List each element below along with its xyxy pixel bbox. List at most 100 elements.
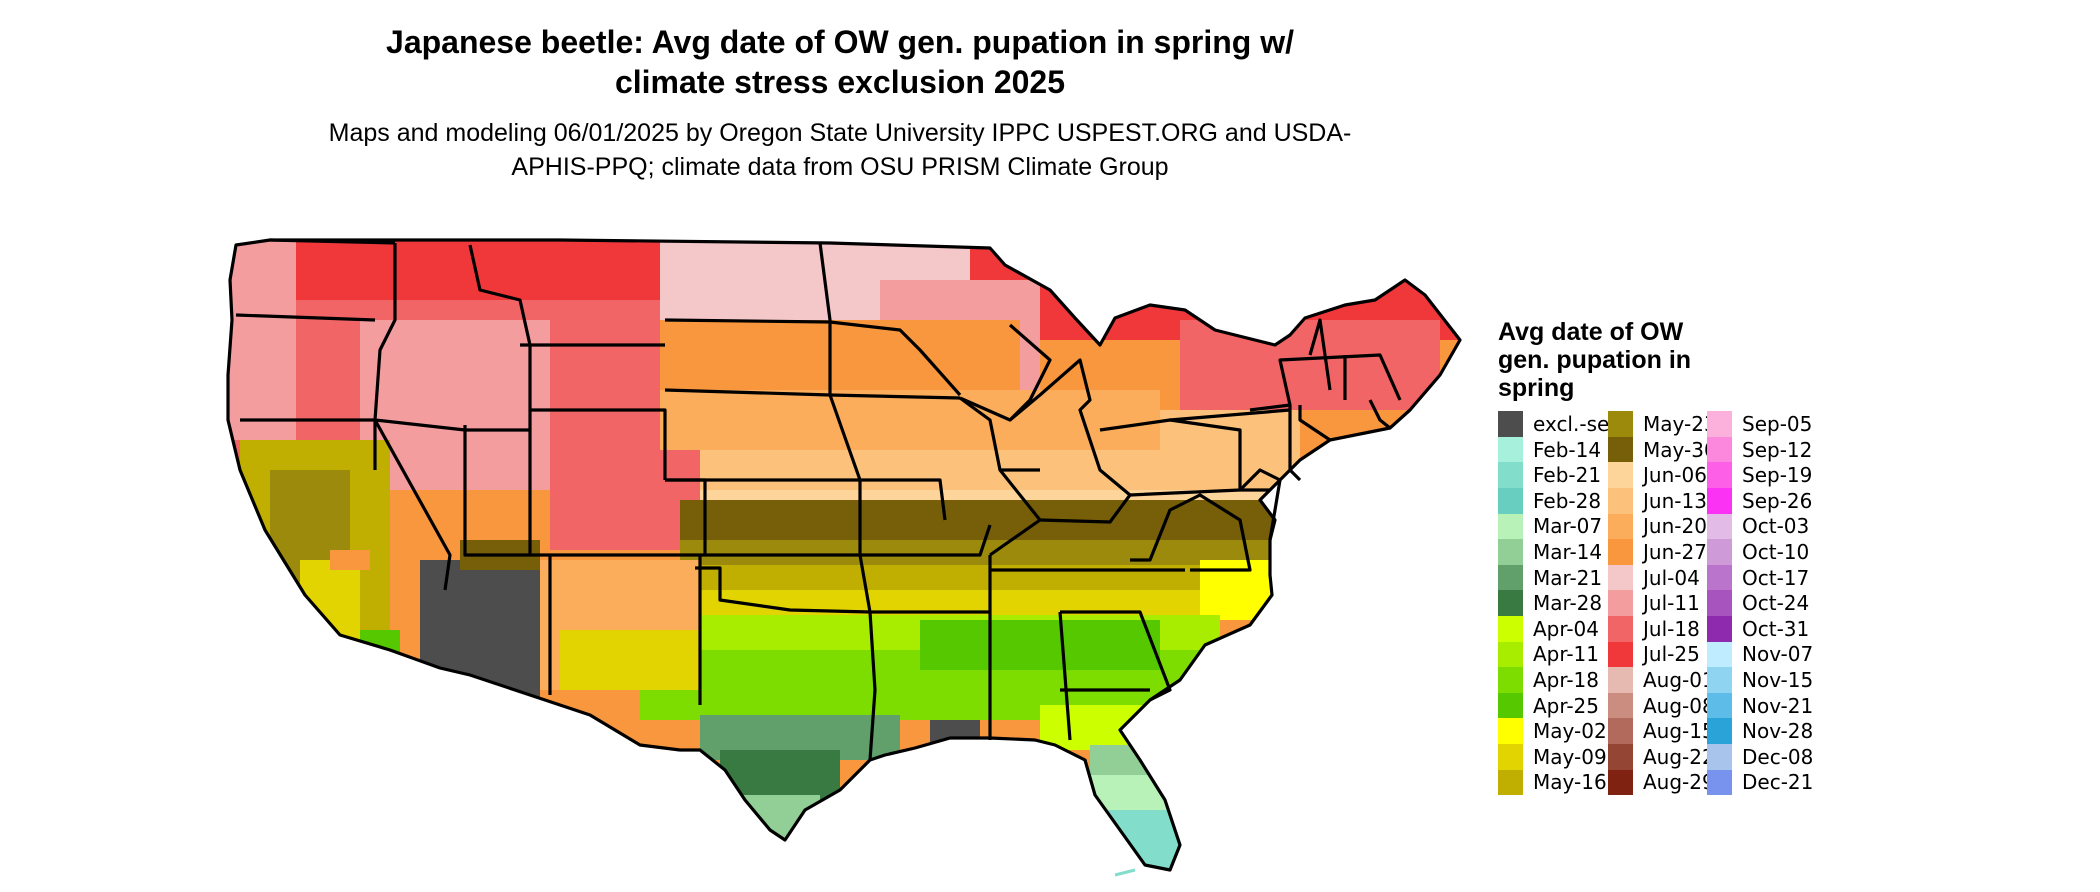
- legend-item: Sep-26: [1707, 488, 1812, 514]
- legend-label: Sep-19: [1742, 463, 1813, 488]
- legend-swatch: [1498, 616, 1523, 642]
- legend-label: Apr-18: [1533, 668, 1599, 692]
- legend-swatch: [1608, 744, 1633, 770]
- legend-label: Apr-04: [1533, 616, 1599, 641]
- legend-label: Nov-07: [1742, 642, 1814, 667]
- legend-swatch: [1707, 411, 1732, 437]
- legend-item: Feb-21: [1498, 462, 1601, 488]
- legend-swatch: [1498, 564, 1523, 591]
- legend-item: Apr-04: [1498, 616, 1599, 642]
- legend-swatch: [1707, 539, 1732, 565]
- legend-swatch: [1707, 564, 1732, 591]
- legend-item: Jul-18: [1608, 616, 1700, 642]
- legend-item: Mar-28: [1498, 590, 1602, 616]
- legend-item: Aug-22: [1608, 744, 1715, 770]
- legend-label: May-09: [1533, 744, 1607, 769]
- legend-swatch: [1608, 692, 1633, 719]
- legend-label: Feb-14: [1533, 437, 1602, 462]
- legend-item: Jun-27: [1608, 539, 1707, 565]
- legend-swatch: [1707, 744, 1732, 770]
- legend-label: Apr-25: [1533, 693, 1599, 718]
- legend-swatch: [1498, 692, 1523, 719]
- legend-swatch: [1707, 769, 1732, 796]
- legend-label: Jul-25: [1643, 642, 1700, 667]
- legend-item: Dec-21: [1707, 769, 1813, 796]
- legend-item: Mar-21: [1498, 564, 1603, 591]
- legend-item: Mar-14: [1498, 539, 1602, 565]
- legend-item: May-23: [1608, 411, 1717, 437]
- legend-swatch: [1608, 667, 1633, 693]
- legend-item: Nov-15: [1707, 667, 1813, 693]
- legend-item: May-16: [1498, 769, 1607, 796]
- title-block: Japanese beetle: Avg date of OW gen. pup…: [230, 22, 1450, 184]
- legend-swatch: [1608, 616, 1633, 642]
- legend-label: Mar-07: [1533, 514, 1603, 539]
- legend-swatch: [1608, 641, 1633, 668]
- legend-swatch: [1707, 667, 1732, 693]
- legend-label: Jul-11: [1643, 591, 1700, 616]
- legend-swatch: [1498, 667, 1523, 693]
- legend-label: Jun-27: [1643, 540, 1707, 564]
- legend-label: Oct-24: [1742, 591, 1810, 616]
- legend-label: Jun-20: [1643, 514, 1707, 539]
- legend-swatch: [1498, 641, 1523, 668]
- legend-swatch: [1707, 513, 1732, 540]
- legend-item: Mar-07: [1498, 513, 1603, 540]
- legend-label: Mar-21: [1533, 565, 1603, 590]
- legend-swatch: [1498, 590, 1523, 616]
- legend-swatch: [1498, 744, 1523, 770]
- legend-label: Aug-01: [1643, 668, 1715, 692]
- legend-label: May-30: [1643, 437, 1717, 462]
- legend-item: Sep-12: [1707, 436, 1812, 463]
- legend-item: Aug-01: [1608, 667, 1715, 693]
- legend-label: Oct-10: [1742, 540, 1810, 564]
- legend-label: Aug-22: [1643, 744, 1715, 769]
- legend-item: Aug-15: [1608, 718, 1715, 744]
- us-map: [226, 238, 1462, 877]
- legend-swatch: [1608, 411, 1633, 437]
- legend-label: Mar-14: [1533, 540, 1603, 564]
- legend-label: Aug-15: [1643, 719, 1715, 744]
- legend-label: Nov-21: [1742, 693, 1814, 718]
- legend-item: Sep-05: [1707, 411, 1812, 437]
- legend-item: Jul-04: [1608, 564, 1700, 591]
- legend-swatch: [1707, 462, 1732, 488]
- legend-swatch: [1608, 436, 1633, 463]
- legend-swatch: [1498, 718, 1523, 744]
- legend-label: May-02: [1533, 719, 1607, 744]
- legend-swatch: [1498, 411, 1523, 437]
- legend-item: Oct-17: [1707, 564, 1809, 591]
- legend-swatch: [1608, 769, 1633, 796]
- legend-swatch: [1498, 462, 1523, 488]
- legend-label: Jul-18: [1643, 616, 1700, 641]
- legend-item: May-09: [1498, 744, 1607, 770]
- legend-item: Oct-03: [1707, 513, 1809, 540]
- legend-item: Dec-08: [1707, 744, 1813, 770]
- map-subtitle: Maps and modeling 06/01/2025 by Oregon S…: [328, 119, 1352, 181]
- legend-label: Jun-13: [1643, 488, 1707, 513]
- legend-item: Oct-10: [1707, 539, 1809, 565]
- legend-label: Feb-21: [1533, 463, 1602, 488]
- legend-swatch: [1608, 488, 1633, 514]
- legend-item: Jun-20: [1608, 513, 1707, 540]
- legend-label: Sep-26: [1742, 488, 1813, 513]
- legend-title: Avg date of OW gen. pupation in spring: [1498, 318, 1692, 402]
- legend-item: Jul-11: [1608, 590, 1700, 616]
- legend-label: Jul-04: [1643, 565, 1700, 590]
- legend-swatch: [1707, 718, 1732, 744]
- legend-swatch: [1608, 564, 1633, 591]
- legend-label: Feb-28: [1533, 488, 1602, 513]
- legend-item: Apr-11: [1498, 641, 1599, 668]
- legend-label: May-23: [1643, 412, 1717, 436]
- legend-label: Aug-08: [1643, 693, 1715, 718]
- legend-item: Jun-13: [1608, 488, 1707, 514]
- legend-swatch: [1498, 513, 1523, 540]
- legend-swatch: [1707, 436, 1732, 463]
- legend-label: Sep-05: [1742, 412, 1813, 436]
- legend-item: May-30: [1608, 436, 1717, 463]
- map-title: Japanese beetle: Avg date of OW gen. pup…: [386, 24, 1294, 100]
- legend-label: Oct-31: [1742, 616, 1810, 641]
- legend-item: Nov-28: [1707, 718, 1813, 744]
- legend-label: Nov-15: [1742, 668, 1814, 692]
- legend-swatch: [1498, 539, 1523, 565]
